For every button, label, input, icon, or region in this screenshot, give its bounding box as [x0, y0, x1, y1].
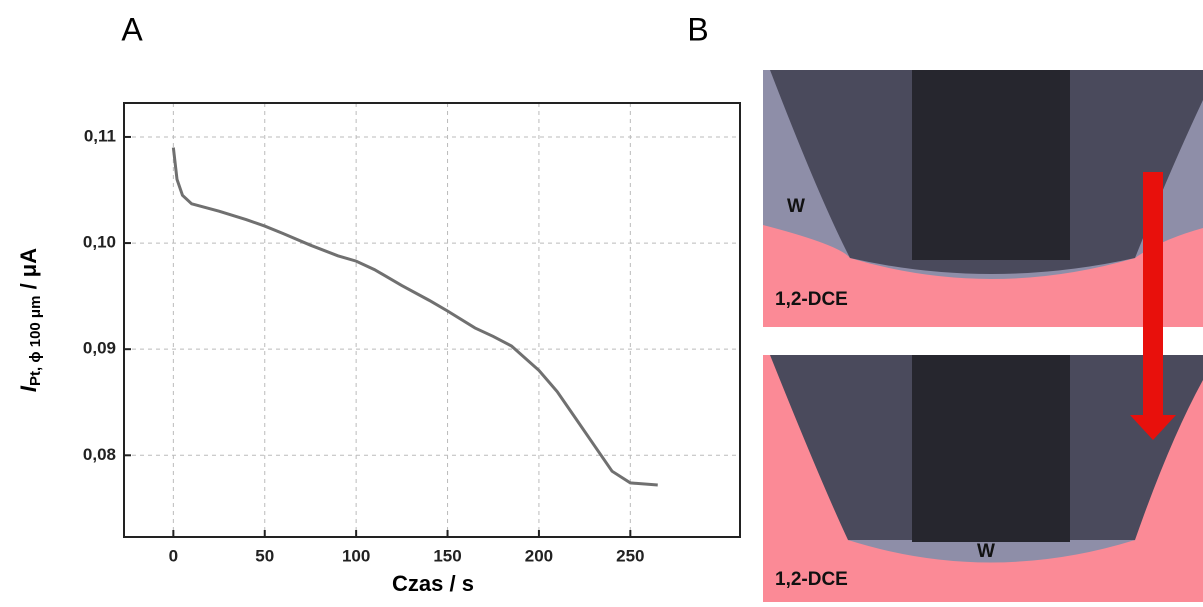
plot-frame	[123, 102, 741, 538]
diagram-label: 1,2-DCE	[775, 289, 848, 310]
y-tick-label: 0,09	[83, 339, 116, 358]
y-label-main: I	[16, 385, 41, 392]
y-label-unit: / μA	[16, 248, 41, 296]
diagram-label: W	[977, 541, 995, 562]
x-tick-label: 250	[616, 546, 644, 565]
x-axis-label: Czas / s	[392, 571, 474, 596]
data-line	[171, 147, 658, 487]
x-tick-label: 100	[342, 546, 370, 565]
y-tick-label: 0,10	[83, 233, 116, 252]
x-tick-label: 150	[433, 546, 461, 565]
x-tick-label: 0	[169, 546, 178, 565]
y-tick-label: 0,08	[83, 445, 116, 464]
y-tick-label: 0,11	[84, 126, 116, 145]
diagram-top: W 1,2-DCE	[763, 70, 1203, 327]
plot: 0 50 100 150 200 250 0,08 0,09 0,10 0,11	[83, 103, 740, 565]
x-tick-label: 200	[525, 546, 553, 565]
y-axis-label: IPt, ϕ 100 μm / μA	[16, 248, 44, 392]
diagram-bottom: W 1,2-DCE	[763, 355, 1203, 602]
panel-label: B	[687, 11, 708, 47]
x-tick-label: 50	[255, 546, 274, 565]
panel-label: A	[121, 11, 143, 47]
y-label-sub: Pt, ϕ 100 μm	[27, 296, 44, 386]
diagram-label: 1,2-DCE	[775, 569, 848, 590]
diagram-label: W	[787, 196, 805, 217]
arrow	[1130, 172, 1176, 440]
